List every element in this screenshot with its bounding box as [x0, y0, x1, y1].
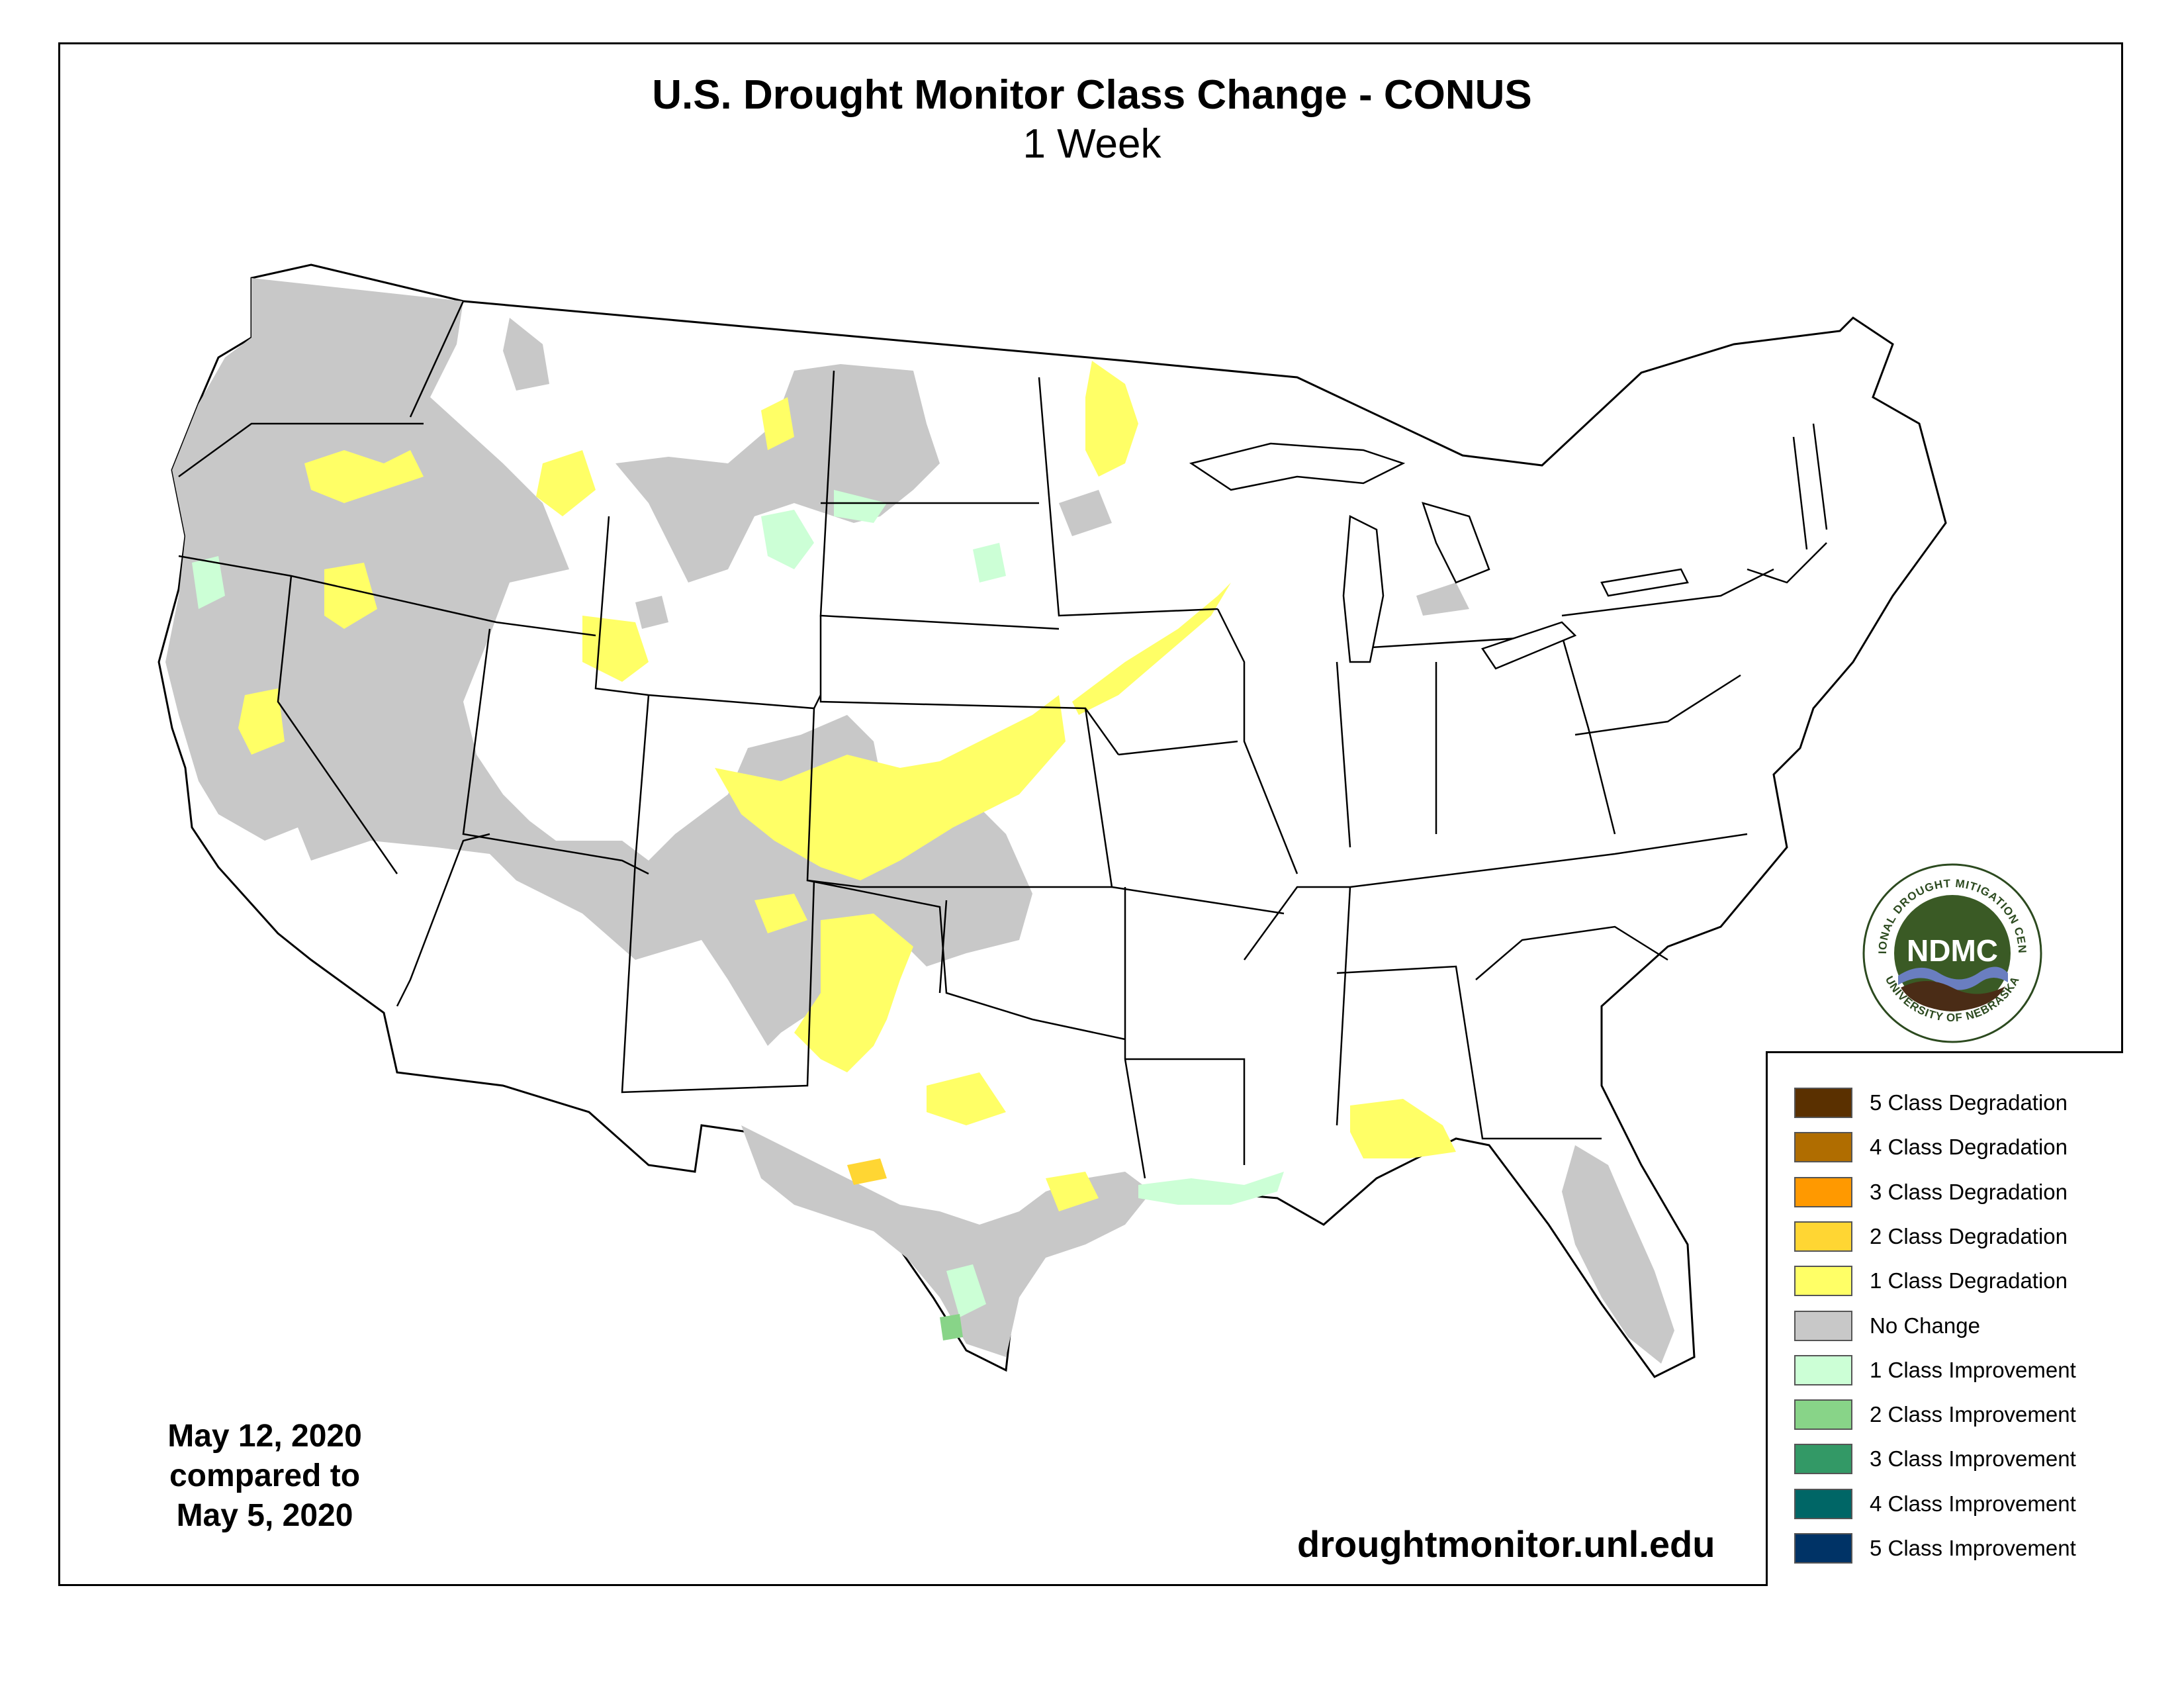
degradation-oregon	[304, 450, 424, 503]
legend-item: 1 Class Degradation	[1794, 1264, 2068, 1297]
legend-swatch	[1794, 1266, 1852, 1297]
lake-huron	[1422, 502, 1490, 584]
map-title: U.S. Drought Monitor Class Change - CONU…	[652, 72, 1532, 118]
improvement-dakotas	[834, 490, 887, 523]
legend-label: 4 Class Improvement	[1870, 1491, 2076, 1516]
no-change-michigan-spot	[1416, 583, 1469, 616]
legend-item: 5 Class Improvement	[1794, 1532, 2076, 1565]
legend-swatch	[1794, 1132, 1852, 1163]
date-compared-label: compared to	[169, 1458, 361, 1493]
improvement-gulf-coast	[1138, 1172, 1284, 1205]
degradation-nevada-b	[238, 688, 285, 755]
legend-swatch	[1794, 1088, 1852, 1118]
degradation-south-texas	[1046, 1172, 1099, 1211]
legend-item: 1 Class Improvement	[1794, 1354, 2076, 1387]
legend-label: No Change	[1870, 1313, 1980, 1338]
no-change-texas-south	[741, 1125, 1152, 1357]
legend-swatch	[1794, 1488, 1852, 1519]
degradation-oklahoma-texas	[794, 914, 913, 1072]
legend-item: 3 Class Improvement	[1794, 1442, 2076, 1476]
legend: 5 Class Degradation 4 Class Degradation 3 …	[1766, 1051, 2123, 1586]
legend-label: 2 Class Degradation	[1870, 1223, 2068, 1248]
lake-superior	[1189, 442, 1406, 491]
improvement-south-dakota	[973, 543, 1006, 583]
degradation-nevada-a	[324, 563, 377, 629]
degradation-minnesota	[1085, 361, 1138, 477]
legend-item: 3 Class Degradation	[1794, 1176, 2068, 1209]
legend-label: 3 Class Improvement	[1870, 1446, 2076, 1472]
degradation-west-texas	[927, 1072, 1006, 1125]
lake-erie	[1481, 621, 1577, 670]
legend-item: 4 Class Improvement	[1794, 1487, 2076, 1521]
degradation-wyoming	[582, 616, 649, 682]
date-previous: May 5, 2020	[176, 1498, 353, 1533]
legend-swatch	[1794, 1444, 1852, 1475]
legend-item: 5 Class Degradation	[1794, 1086, 2068, 1119]
source-url[interactable]: droughtmonitor.unl.edu	[1297, 1523, 1715, 1565]
great-lakes	[1189, 442, 1689, 670]
legend-item: 4 Class Degradation	[1794, 1131, 2068, 1164]
legend-item: 2 Class Degradation	[1794, 1220, 2068, 1253]
two-class-south-texas	[940, 1314, 963, 1340]
degradation-kansas-colorado	[715, 695, 1066, 880]
lake-ontario	[1600, 568, 1689, 597]
two-class-degradation-regions	[847, 1158, 887, 1185]
conus-landmass	[158, 263, 1947, 1378]
one-class-degradation-regions	[238, 361, 1456, 1211]
legend-label: 4 Class Degradation	[1870, 1135, 2068, 1160]
degradation-montana-b	[761, 397, 794, 450]
legend-swatch	[1794, 1310, 1852, 1341]
map-subtitle: 1 Week	[1023, 121, 1161, 167]
legend-swatch	[1794, 1399, 1852, 1430]
legend-label: 3 Class Degradation	[1870, 1179, 2068, 1204]
logo-acronym: NDMC	[1907, 933, 1998, 968]
legend-label: 5 Class Degradation	[1870, 1090, 2068, 1115]
degradation-new-mexico	[754, 894, 807, 933]
two-class-west-texas	[847, 1158, 887, 1185]
no-change-northwest-idaho	[503, 318, 549, 391]
legend-item: 2 Class Improvement	[1794, 1398, 2076, 1431]
legend-swatch	[1794, 1533, 1852, 1564]
lake-michigan	[1342, 515, 1385, 663]
improvement-south-texas	[946, 1264, 986, 1317]
one-class-improvement-regions	[192, 490, 1284, 1317]
date-comparison: May 12, 2020 compared to May 5, 2020	[99, 1417, 430, 1536]
legend-label: 5 Class Improvement	[1870, 1536, 2076, 1560]
date-current: May 12, 2020	[167, 1419, 362, 1454]
degradation-gulf-alabama	[1350, 1099, 1456, 1158]
degradation-montana-a	[536, 450, 596, 516]
legend-label: 2 Class Improvement	[1870, 1402, 2076, 1427]
legend-item: No Change	[1794, 1309, 1980, 1342]
ndmc-logo: NATIONAL DROUGHT MITIGATION CENTER UNIVE…	[1861, 862, 2042, 1043]
degradation-iowa-streak	[1072, 583, 1231, 715]
improvement-montana	[761, 510, 814, 569]
legend-swatch	[1794, 1221, 1852, 1252]
legend-swatch	[1794, 1176, 1852, 1207]
improvement-california	[192, 556, 225, 609]
no-change-florida	[1562, 1145, 1674, 1364]
state-boundaries	[178, 301, 1828, 1179]
legend-swatch	[1794, 1354, 1852, 1385]
legend-label: 1 Class Improvement	[1870, 1357, 2076, 1382]
two-class-improvement-regions	[940, 1314, 963, 1340]
legend-label: 1 Class Degradation	[1870, 1268, 2068, 1293]
no-change-minnesota-spot	[1059, 490, 1112, 536]
no-change-montana	[615, 364, 940, 583]
no-change-wyoming-spot	[635, 596, 668, 629]
